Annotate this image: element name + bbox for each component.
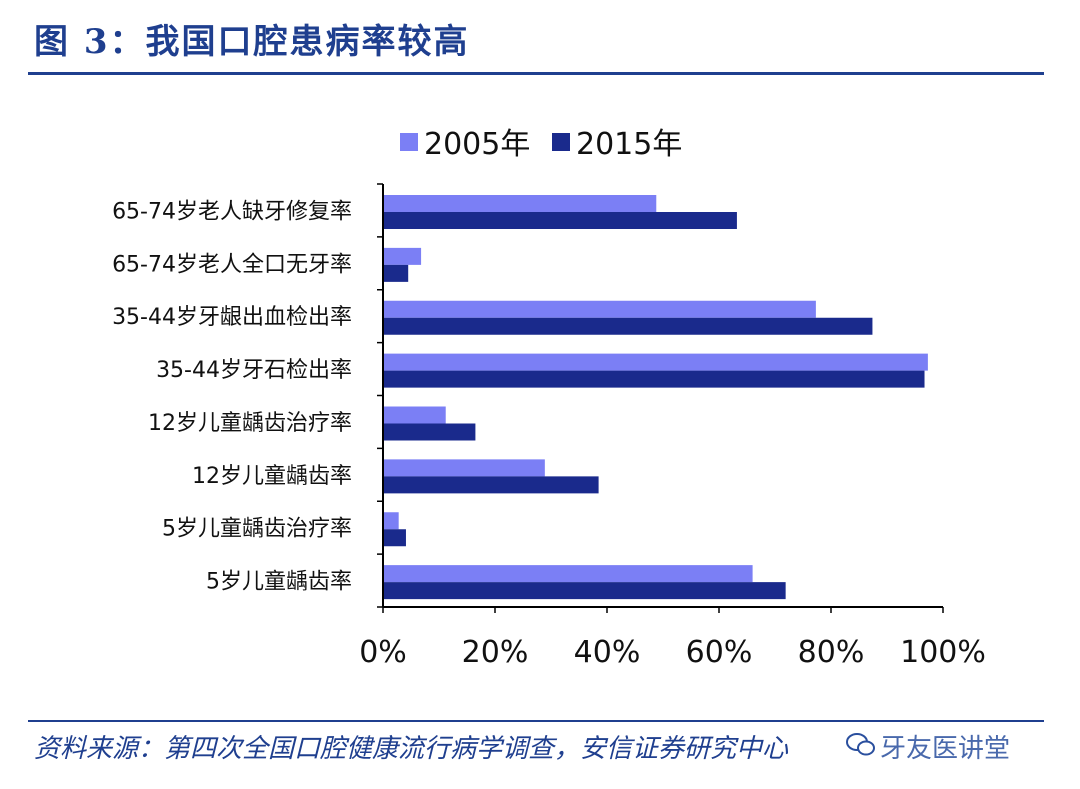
bar-1-5 — [383, 476, 599, 494]
x-tick-label-3: 60% — [686, 635, 753, 670]
bars — [383, 195, 928, 600]
bar-0-7 — [383, 565, 753, 583]
bar-0-0 — [383, 195, 657, 212]
bar-1-6 — [383, 529, 406, 547]
bar-1-4 — [383, 423, 476, 441]
bar-0-6 — [383, 512, 399, 530]
x-tick-label-5: 100% — [900, 635, 986, 670]
bar-1-1 — [383, 264, 409, 282]
bar-1-3 — [383, 370, 925, 388]
legend-label-0: 2005年 — [424, 127, 530, 162]
tick-labels: 0% 20% 40% 60% 80% 100% — [359, 635, 986, 670]
legend: 2005年 2015年 — [400, 127, 682, 162]
bar-0-5 — [383, 459, 545, 477]
source-note: 资料来源：第四次全国口腔健康流行病学调查，安信证券研究中心 — [34, 734, 789, 764]
bar-0-3 — [383, 353, 928, 371]
source-divider — [28, 720, 1044, 722]
category-labels: 65-74岁老人缺牙修复率 65-74岁老人全口无牙率 35-44岁牙龈出血检出率 3… — [112, 199, 352, 594]
category-label-5: 12岁儿童龋齿率 — [192, 464, 352, 489]
legend-swatch-0 — [400, 133, 418, 151]
x-tick-label-2: 40% — [574, 635, 641, 670]
bar-1-2 — [383, 317, 873, 335]
category-label-2: 35-44岁牙龈出血检出率 — [112, 305, 352, 330]
watermark: 牙友医讲堂 — [880, 734, 1011, 764]
title-divider — [28, 72, 1044, 75]
legend-swatch-1 — [552, 133, 570, 151]
category-label-0: 65-74岁老人缺牙修复率 — [112, 199, 352, 224]
axes — [377, 183, 944, 613]
bar-0-4 — [383, 406, 446, 424]
chart-title: 图 3：我国口腔患病率较高 — [34, 22, 470, 62]
x-tick-label-4: 80% — [798, 635, 865, 670]
category-label-4: 12岁儿童龋齿治疗率 — [148, 411, 352, 436]
x-tick-label-1: 20% — [462, 635, 529, 670]
category-label-7: 5岁儿童龋齿率 — [206, 570, 352, 595]
bar-1-7 — [383, 582, 786, 600]
bar-chart: 2005年 2015年 65-74岁老人缺牙修复率 65-74岁老人全口无牙率 35-… — [112, 127, 986, 670]
bar-1-0 — [383, 212, 737, 229]
bar-0-1 — [383, 247, 422, 265]
legend-label-1: 2015年 — [576, 127, 682, 162]
chat-bubble-icon — [846, 733, 875, 756]
x-tick-label-0: 0% — [359, 635, 407, 670]
category-label-6: 5岁儿童龋齿治疗率 — [162, 517, 352, 542]
category-label-3: 35-44岁牙石检出率 — [156, 358, 352, 383]
bar-0-2 — [383, 300, 816, 318]
category-label-1: 65-74岁老人全口无牙率 — [112, 252, 352, 277]
